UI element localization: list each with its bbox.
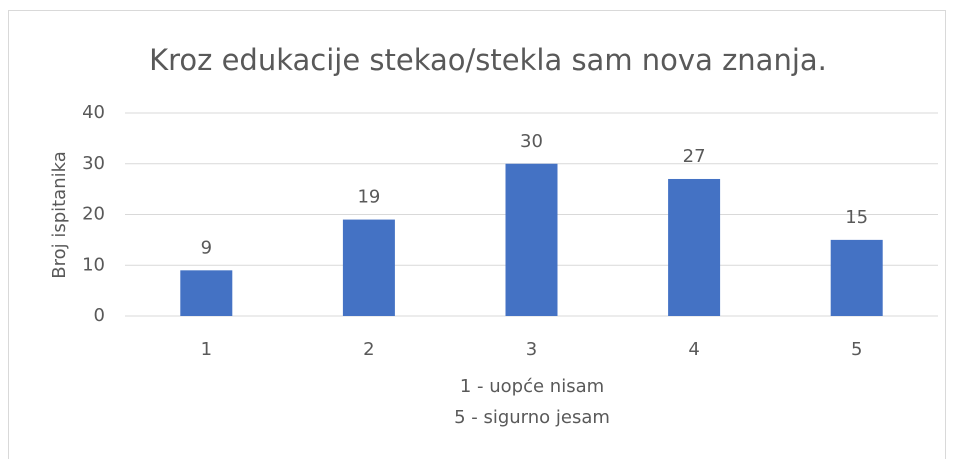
- x-tick-label: 5: [851, 339, 862, 360]
- data-label: 15: [845, 207, 868, 228]
- bar: [505, 163, 558, 316]
- data-label: 27: [683, 146, 706, 167]
- y-tick-label: 30: [82, 153, 105, 174]
- y-tick-label: 20: [82, 204, 105, 225]
- chart-title: Kroz edukacije stekao/stekla sam nova zn…: [149, 43, 827, 77]
- x-tick-label: 3: [526, 339, 537, 360]
- bar: [668, 178, 721, 316]
- chart-border: [8, 10, 946, 459]
- x-tick-label: 2: [363, 339, 374, 360]
- x-axis-label: 1 - uopće nisam: [460, 376, 604, 397]
- x-tick-label: 1: [201, 339, 212, 360]
- data-label: 30: [520, 131, 543, 152]
- bar: [342, 219, 395, 316]
- y-tick-label: 10: [82, 254, 105, 275]
- data-label: 19: [357, 187, 380, 208]
- x-axis-label: 5 - sigurno jesam: [454, 407, 610, 428]
- x-tick-label: 4: [688, 339, 699, 360]
- bar: [830, 239, 883, 316]
- y-tick-label: 0: [94, 305, 105, 326]
- data-label: 9: [201, 237, 212, 258]
- y-tick-label: 40: [82, 102, 105, 123]
- y-axis-label: Broj ispitanika: [49, 151, 70, 279]
- bar: [180, 270, 233, 316]
